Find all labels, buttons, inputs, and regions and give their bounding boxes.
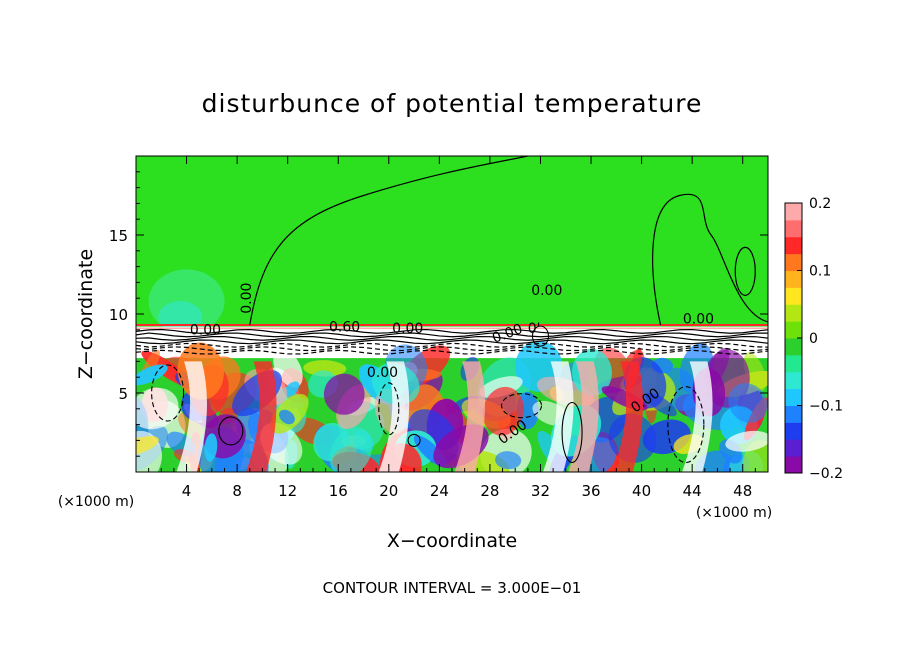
colorbar-swatch <box>785 338 802 356</box>
contour-line <box>652 193 768 326</box>
y-tick-label: 10 <box>109 306 128 324</box>
contour-line <box>136 346 768 352</box>
plume <box>682 361 713 472</box>
turbulent-eddy <box>136 387 179 430</box>
turbulent-eddy <box>742 440 768 472</box>
chart-title: disturbunce of potential temperature <box>202 89 703 118</box>
contour-value-label: 0.60 <box>329 319 360 335</box>
plume <box>543 361 574 472</box>
x-tick-label: 24 <box>430 482 449 500</box>
contour-line <box>218 416 244 446</box>
colorbar-swatch <box>785 439 802 457</box>
contour-line <box>151 364 185 422</box>
contour-value-label: 0.00 <box>239 283 255 314</box>
y-axis-label: Z−coordinate <box>75 249 97 379</box>
x-tick-label: 48 <box>733 482 752 500</box>
colorbar-swatch <box>785 354 802 373</box>
contour-value-label: 0.00 <box>392 321 423 337</box>
x-tick-label: 28 <box>480 482 499 500</box>
x-tick-label: 4 <box>182 482 192 500</box>
plume <box>378 361 410 472</box>
turbulent-eddy <box>279 409 295 425</box>
contour-line <box>136 349 768 355</box>
y-tick-label: 5 <box>118 385 128 403</box>
turbulent-eddy <box>136 364 168 386</box>
turbulent-eddy <box>743 352 767 392</box>
x-tick-label: 40 <box>632 482 651 500</box>
turbulent-eddy <box>204 433 218 462</box>
turbulent-eddy <box>303 360 347 377</box>
turbulent-eddy <box>705 347 730 387</box>
colorbar-swatch <box>785 304 802 322</box>
plume <box>568 361 599 472</box>
turbulent-eddy <box>284 381 300 396</box>
plume <box>612 361 644 472</box>
turbulence-field <box>136 269 768 472</box>
plume <box>454 361 486 472</box>
colorbar-swatch <box>785 456 802 474</box>
contour-line <box>136 342 768 348</box>
contour-line <box>531 325 550 347</box>
x-axis-label: X−coordinate <box>387 530 517 552</box>
colorbar-tick-label: −0.2 <box>809 466 843 482</box>
turbulent-eddy <box>329 427 373 472</box>
turbulent-eddy <box>323 373 365 415</box>
colorbar-swatch <box>785 388 802 406</box>
colorbar-swatch <box>785 422 802 440</box>
contour-line <box>667 386 705 464</box>
x-tick-label: 16 <box>329 482 348 500</box>
contour-line <box>136 328 768 334</box>
colorbar-swatch <box>785 253 802 271</box>
contour-line <box>249 156 528 326</box>
plume <box>245 361 277 472</box>
colorbar-tick-label: −0.1 <box>809 399 843 415</box>
contour-interval-note: CONTOUR INTERVAL = 3.000E−01 <box>323 579 582 597</box>
contour-line <box>734 246 756 296</box>
turbulent-eddy <box>495 451 522 470</box>
contour-value-label: 0.00 <box>190 323 221 339</box>
x-unit-right: (×1000 m) <box>696 505 772 521</box>
x-tick-label: 44 <box>683 482 702 500</box>
contour-line <box>378 382 400 436</box>
x-tick-label: 8 <box>232 482 242 500</box>
colorbar-swatch <box>785 219 802 238</box>
contour-line <box>136 332 768 338</box>
colorbar-tick-label: 0.1 <box>809 264 831 280</box>
x-tick-label: 20 <box>379 482 398 500</box>
colorbar-tick-label: 0.2 <box>809 196 831 212</box>
contour-line <box>136 339 768 345</box>
contour-line <box>407 433 421 447</box>
plot-area: 0.000.00 0.60 0.000.000.000.000.000.000.00… <box>136 156 768 472</box>
colorbar-swatch <box>785 203 802 221</box>
colorbar: −0.2 −0.1 0 0.1 0.2 <box>784 196 843 482</box>
contour-value-label: 0.00 <box>683 311 714 327</box>
colorbar-swatch <box>785 287 802 305</box>
contour-value-label: 0.00 <box>531 283 562 299</box>
x-unit-left: (×1000 m) <box>58 494 134 510</box>
contour-lines: 0.000.00 0.60 0.000.000.000.000.000.000.00… <box>136 156 768 464</box>
x-tick-label: 12 <box>278 482 297 500</box>
colorbar-swatch <box>785 236 802 255</box>
x-tick-label: 32 <box>531 482 550 500</box>
contour-line <box>500 393 543 419</box>
turbulent-eddy <box>728 383 768 423</box>
contour-value-label: 0' <box>528 321 541 337</box>
contour-line <box>136 335 768 341</box>
y-tick-label: 15 <box>109 227 128 245</box>
x-tick-label: 36 <box>581 482 600 500</box>
plume <box>176 361 207 472</box>
colorbar-swatch <box>785 270 802 288</box>
colorbar-tick-label: 0 <box>809 331 818 347</box>
colorbar-swatch <box>785 321 802 339</box>
colorbar-swatch <box>785 405 802 423</box>
turbulent-eddy <box>136 436 159 456</box>
contour-value-label: 0.00 <box>367 365 398 381</box>
contour-line <box>561 401 583 464</box>
turbulent-eddy <box>725 430 768 452</box>
colorbar-swatch <box>785 371 802 390</box>
